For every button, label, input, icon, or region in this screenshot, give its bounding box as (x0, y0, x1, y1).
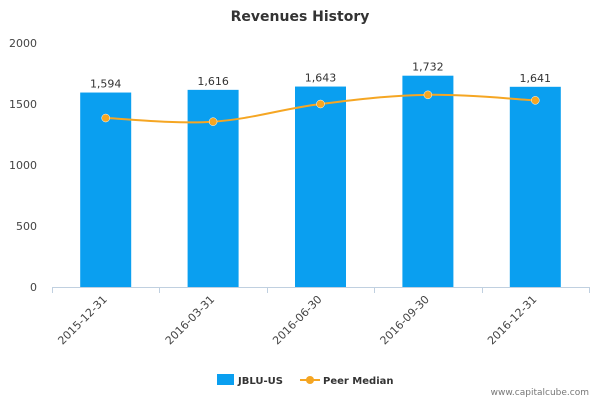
legend-label-jblu: JBLU-US (237, 376, 283, 387)
x-tick-label: 2016-03-31 (163, 293, 217, 347)
x-tick-label: 2016-09-30 (378, 293, 432, 347)
y-tick-label: 500 (16, 220, 37, 233)
chart-title: Revenues History (231, 9, 370, 25)
bar (295, 86, 346, 287)
x-tick-label: 2015-12-31 (55, 293, 109, 347)
x-tick-label: 2016-12-31 (485, 293, 539, 347)
peer-median-series (101, 90, 540, 126)
credit-text: www.capitalcube.com (491, 388, 589, 398)
legend-label-peer-median: Peer Median (323, 376, 394, 387)
y-tick-label: 2000 (9, 37, 37, 50)
bar-data-label: 1,641 (520, 72, 552, 85)
peer-median-marker (208, 117, 218, 126)
legend: JBLU-US Peer Median (217, 374, 394, 387)
peer-median-marker (101, 113, 110, 123)
peer-median-marker (531, 96, 540, 105)
bar (402, 75, 454, 287)
legend-swatch-jblu (217, 374, 234, 385)
peer-median-marker (423, 90, 433, 100)
bar (80, 92, 132, 287)
legend-swatch-peer-median-marker (306, 376, 314, 384)
bar-data-label: 1,594 (90, 78, 122, 91)
bar-data-label: 1,643 (305, 72, 337, 85)
x-tick-label: 2016-06-30 (270, 293, 324, 347)
bar-data-label: 1,732 (412, 61, 444, 74)
y-tick-label: 1000 (9, 159, 37, 172)
y-tick-label: 0 (30, 281, 37, 294)
bar-data-label: 1,616 (197, 75, 229, 88)
bar (509, 86, 561, 287)
y-tick-label: 1500 (9, 98, 37, 111)
bar-series: 1,594 1,616 1,643 1,732 1,641 (80, 61, 561, 288)
peer-median-marker (316, 99, 325, 109)
